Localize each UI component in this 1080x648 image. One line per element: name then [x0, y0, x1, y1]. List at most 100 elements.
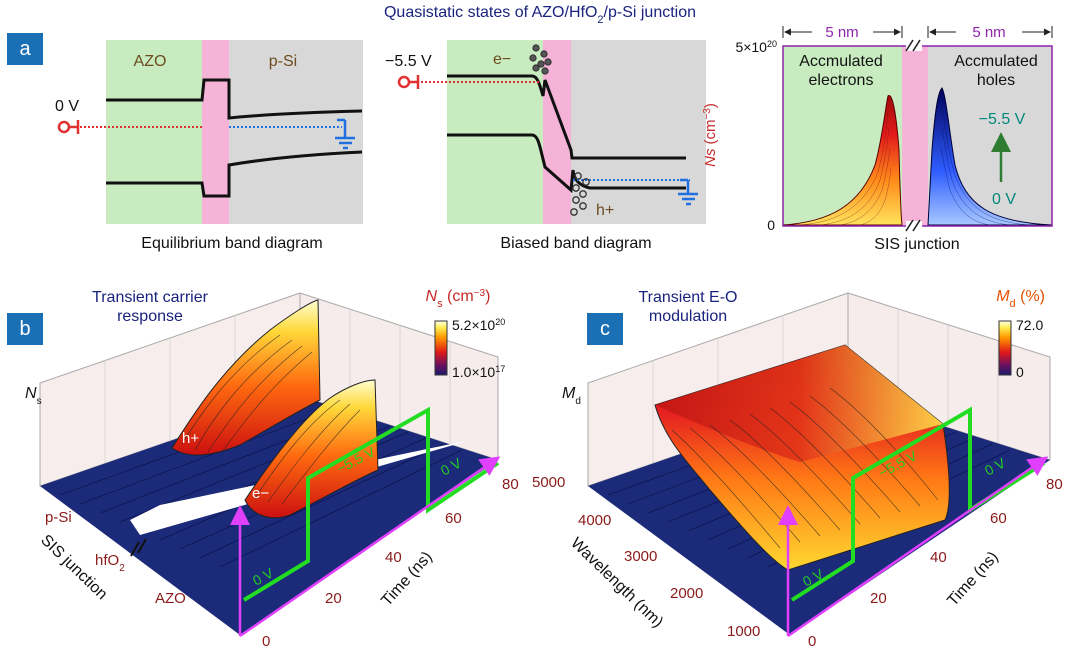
electron-label: e− — [493, 51, 511, 68]
bias-arrow-bottom-label: 0 V — [992, 191, 1016, 208]
width-left-label: 5 nm — [825, 24, 858, 41]
c-title-line1: Transient E-O — [639, 289, 738, 306]
equilibrium-caption: Equilibrium band diagram — [141, 235, 322, 252]
psi-label: p-Si — [269, 53, 297, 70]
hole-cluster — [570, 172, 590, 216]
axis-break-top-bg — [906, 41, 922, 51]
b-wall-grid — [104, 309, 451, 463]
b-colorbar — [434, 320, 448, 376]
panel-a-badge: a — [7, 33, 43, 65]
valence-band-line — [106, 150, 363, 198]
b-hole-ridge-contours — [181, 334, 313, 453]
azo-region — [106, 40, 202, 224]
c-plateau-top — [655, 345, 943, 462]
sis-ymin-label: 0 — [767, 217, 775, 233]
b-bias-pulse — [242, 406, 500, 602]
bias-arrow-top-label: −5.5 V — [979, 111, 1026, 128]
panel-c-badge: c — [587, 313, 623, 345]
sis-ylabel: Ns(cm−3) — [702, 103, 720, 167]
b-zlabel: Ns — [25, 385, 42, 407]
c-wl-tick-5000: 5000 — [532, 474, 565, 491]
azo-region-biased — [447, 40, 543, 224]
b-tick-azo: AZO — [155, 590, 186, 607]
bias-label-neg: −5.5 V — [385, 53, 432, 70]
holes-annotation-line1: Accmulated — [954, 53, 1038, 70]
biased-valence-band — [447, 133, 686, 194]
b-cbar-min: 1.0×1017 — [452, 364, 505, 380]
b-time-tick-20: 20 — [325, 590, 342, 607]
c-time-tick-20: 20 — [870, 590, 887, 607]
biased-band-diagram: −5.5 V e− h+ Biased band diagram — [385, 40, 706, 252]
b-title-line1: Transient carrier — [92, 289, 209, 306]
ground-icon — [335, 118, 355, 150]
sis-hfo2-region — [902, 46, 928, 226]
width-indicator-right — [927, 26, 1053, 38]
width-right-label: 5 nm — [972, 24, 1005, 41]
b-tick-hfo2: hfO2 — [95, 552, 125, 574]
b-time-tick-0: 0 — [262, 633, 270, 648]
c-wl-tick-3000: 3000 — [624, 548, 657, 565]
sis-ymax-label: 5×1020 — [735, 39, 777, 55]
c-time-axis — [787, 456, 1049, 638]
figure-title: Quasistatic states of AZO/HfO2/p-Si junc… — [384, 4, 696, 26]
c-plateau-contours — [671, 387, 939, 549]
bias-label-0v: 0 V — [55, 98, 79, 115]
c-cbar-title: Md (%) — [996, 288, 1045, 310]
c-title-line2: modulation — [649, 308, 727, 325]
c-wl-tick-1000: 1000 — [727, 623, 760, 640]
biased-conduction-band — [447, 74, 686, 160]
b-cbar-title: Ns (cm−3) — [426, 288, 491, 311]
biased-contact-icon — [397, 75, 420, 89]
b-electron-label: e− — [252, 485, 269, 502]
c-zlabel: Md — [562, 385, 581, 407]
biased-caption: Biased band diagram — [500, 235, 651, 252]
c-time-tick-0: 0 — [808, 633, 816, 648]
c-colorbar — [998, 320, 1012, 376]
b-hole-label: h+ — [182, 430, 199, 447]
electrons-annotation-line2: electrons — [809, 72, 874, 89]
b-time-tick-60: 60 — [445, 510, 462, 527]
axis-break-icon — [905, 39, 921, 232]
panel-c-3d-plot: 0 V −5.5 V 0 V Transient E-O modulation … — [532, 288, 1063, 648]
electron-peak — [782, 94, 903, 226]
psi-region-biased — [571, 40, 706, 224]
biased-ground-icon — [678, 178, 698, 206]
c-time-axis-label: Time (ns) — [944, 549, 1001, 610]
psi-region — [229, 40, 363, 224]
hole-label: h+ — [596, 202, 614, 219]
b-electron-ridge — [244, 379, 379, 519]
b-time-tick-40: 40 — [385, 549, 402, 566]
electron-cluster — [529, 44, 552, 75]
azo-label: AZO — [134, 53, 167, 70]
hfo2-region — [202, 40, 229, 224]
width-indicator-left — [782, 26, 903, 38]
c-wl-tick-2000: 2000 — [670, 585, 703, 602]
hfo2-region-biased — [543, 40, 571, 224]
hole-peak — [927, 87, 1053, 226]
bias-contact-icon — [57, 120, 80, 134]
sis-xlabel: SIS junction — [874, 236, 959, 253]
b-title-line2: response — [117, 308, 183, 325]
electron-peak-contours — [799, 111, 892, 226]
b-axis-break-icon — [130, 538, 147, 557]
c-cbar-min: 0 — [1016, 364, 1024, 380]
electrons-annotation-line1: Accmulated — [799, 53, 883, 70]
sis-accumulation-plot: 5 nm 5 nm 5×1020 0 Ns(cm−3) Accmulated e… — [702, 24, 1053, 253]
b-time-axis — [239, 456, 501, 638]
b-time-tick-80: 80 — [502, 476, 519, 493]
conduction-band-line — [106, 78, 363, 120]
b-tick-psi: p-Si — [45, 509, 72, 526]
axis-break-bottom-bg — [906, 221, 922, 231]
b-cbar-max: 5.2×1020 — [452, 317, 505, 333]
c-time-tick-80: 80 — [1046, 476, 1063, 493]
equilibrium-band-diagram: AZO p-Si 0 V Equilibrium band diagram — [55, 40, 363, 252]
panel-b-3d-plot: h+ e− 0 V −5.5 V 0 V Transient carrier r… — [25, 288, 519, 648]
c-time-tick-60: 60 — [990, 510, 1007, 527]
c-time-tick-40: 40 — [930, 549, 947, 566]
panel-b-badge: b — [7, 313, 43, 345]
b-electron-ridge-contours — [254, 399, 361, 505]
hole-peak-contours — [940, 109, 1031, 226]
b-hole-ridge — [171, 299, 321, 456]
holes-annotation-line2: holes — [977, 72, 1015, 89]
